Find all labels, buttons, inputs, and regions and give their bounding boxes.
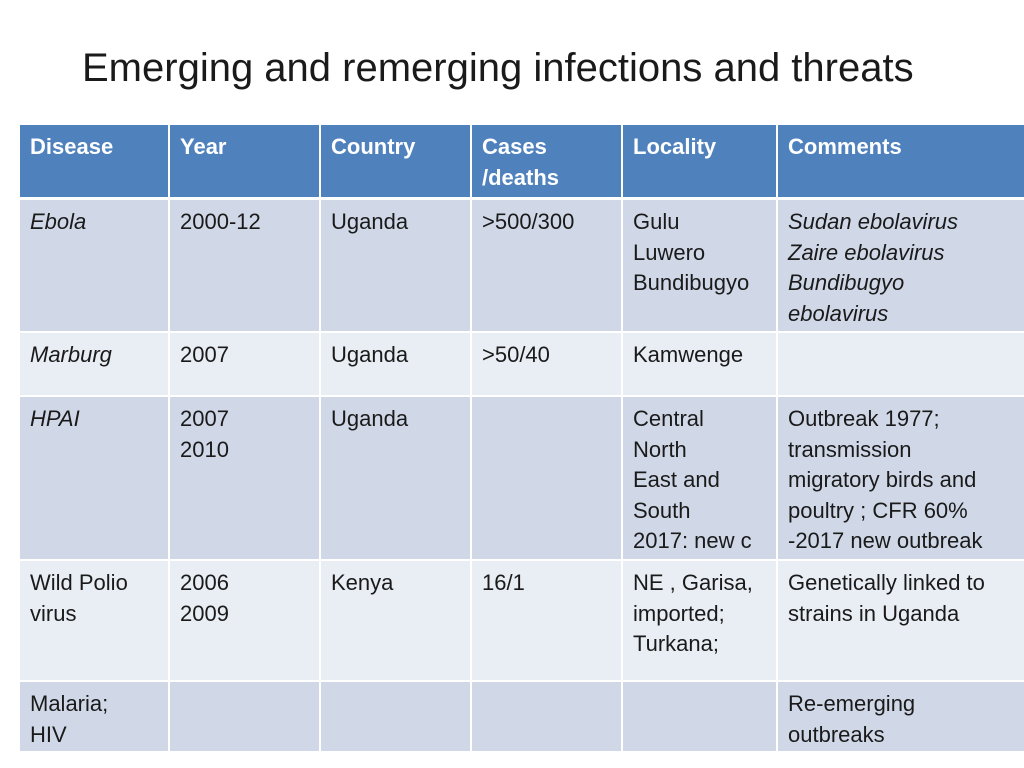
cell-country: Kenya (321, 561, 472, 682)
cell-country: Uganda (321, 333, 472, 397)
cell-cases-deaths: >500/300 (472, 200, 623, 333)
table-row: Ebola 2000-12 Uganda >500/300 Gulu Luwer… (20, 200, 1024, 333)
table-row: HPAI 2007 2010 Uganda Central North East… (20, 397, 1024, 561)
cell-locality (623, 682, 778, 753)
table-row: Malaria; HIV Re-emerging outbreaks (20, 682, 1024, 753)
cell-year: 2006 2009 (170, 561, 321, 682)
header-comments: Comments (778, 125, 1024, 200)
cell-cases-deaths: 16/1 (472, 561, 623, 682)
cell-locality: NE , Garisa, imported; Turkana; (623, 561, 778, 682)
table-row: Marburg 2007 Uganda >50/40 Kamwenge (20, 333, 1024, 397)
cell-comments (778, 333, 1024, 397)
table-row: Wild Polio virus 2006 2009 Kenya 16/1 NE… (20, 561, 1024, 682)
table-header-row: Disease Year Country Cases /deaths Local… (20, 125, 1024, 200)
cell-year: 2000-12 (170, 200, 321, 333)
cell-comments: Sudan ebolavirus Zaire ebolavirus Bundib… (778, 200, 1024, 333)
header-country: Country (321, 125, 472, 200)
cell-year: 2007 2010 (170, 397, 321, 561)
cell-disease: HPAI (20, 397, 170, 561)
cell-comments: Genetically linked to strains in Uganda (778, 561, 1024, 682)
header-year: Year (170, 125, 321, 200)
slide-title: Emerging and remerging infections and th… (82, 46, 914, 90)
cell-locality: Central North East and South 2017: new c (623, 397, 778, 561)
cell-disease: Wild Polio virus (20, 561, 170, 682)
cell-country: Uganda (321, 397, 472, 561)
cell-cases-deaths: >50/40 (472, 333, 623, 397)
cell-disease: Ebola (20, 200, 170, 333)
cell-locality: Gulu Luwero Bundibugyo (623, 200, 778, 333)
cell-year: 2007 (170, 333, 321, 397)
cell-disease: Malaria; HIV (20, 682, 170, 753)
cell-cases-deaths (472, 397, 623, 561)
cell-disease: Marburg (20, 333, 170, 397)
cell-locality: Kamwenge (623, 333, 778, 397)
header-disease: Disease (20, 125, 170, 200)
header-locality: Locality (623, 125, 778, 200)
infections-table: Disease Year Country Cases /deaths Local… (20, 125, 1024, 753)
cell-comments: Re-emerging outbreaks (778, 682, 1024, 753)
cell-year (170, 682, 321, 753)
cell-country (321, 682, 472, 753)
cell-country: Uganda (321, 200, 472, 333)
cell-comments: Outbreak 1977; transmission migratory bi… (778, 397, 1024, 561)
header-cases-deaths: Cases /deaths (472, 125, 623, 200)
cell-cases-deaths (472, 682, 623, 753)
